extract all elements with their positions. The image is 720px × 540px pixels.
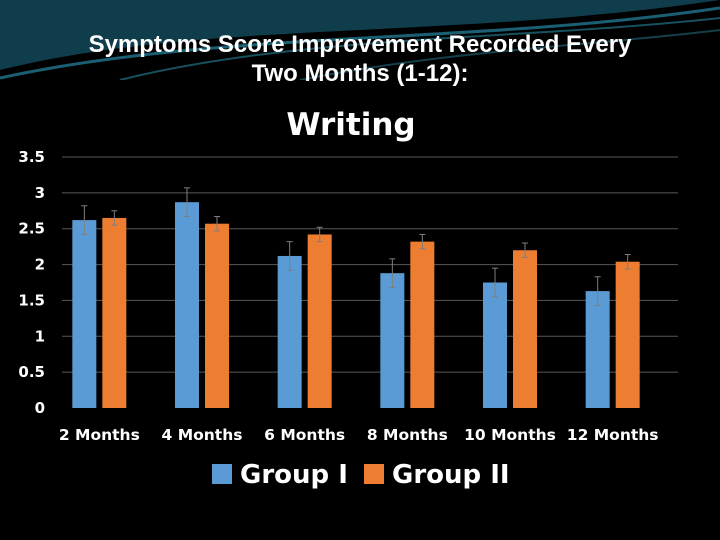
y-tick-label: 3.5 — [18, 148, 45, 166]
chart-title: Writing — [286, 107, 415, 143]
gridlines — [62, 156, 678, 373]
bar-group-1 — [175, 202, 199, 408]
bar-group-1 — [380, 273, 405, 408]
y-axis-ticks: 0 0.5 1 1.5 2 2.5 3 3.5 — [18, 148, 45, 417]
legend-label: Group I — [240, 460, 348, 490]
header-wave-decoration — [0, 0, 720, 80]
bar-group-2 — [615, 261, 640, 408]
bar-group-2 — [307, 234, 332, 408]
legend-swatch-group-2 — [364, 464, 384, 484]
slide-title-line2: Two Months (1-12): — [251, 60, 469, 87]
x-category-label: 4 Months — [162, 426, 243, 444]
legend-swatch-group-1 — [212, 464, 232, 484]
y-tick-label: 0.5 — [18, 363, 45, 381]
slide-title: Symptoms Score Improvement Recorded Ever… — [0, 30, 720, 88]
x-category-label: 8 Months — [367, 426, 448, 444]
x-category-label: 6 Months — [264, 426, 345, 444]
bar-group-2 — [410, 241, 435, 408]
y-tick-label: 3 — [35, 184, 45, 202]
y-tick-label: 2 — [35, 256, 45, 274]
x-category-label: 2 Months — [59, 426, 140, 444]
y-tick-label: 1.5 — [18, 291, 45, 309]
y-tick-label: 0 — [35, 399, 45, 417]
bar-group-1 — [483, 282, 507, 408]
y-tick-label: 2.5 — [18, 220, 45, 238]
bar-group-1 — [72, 220, 97, 408]
bars — [72, 187, 640, 408]
bar-group-2 — [205, 223, 229, 408]
legend-label: Group II — [392, 460, 510, 490]
y-tick-label: 1 — [35, 327, 45, 345]
bar-group-1 — [585, 291, 610, 408]
bar-group-2 — [102, 217, 127, 408]
legend: Group I Group II — [212, 460, 510, 490]
bar-group-2 — [513, 250, 537, 408]
x-category-label: 12 Months — [567, 426, 659, 444]
slide-title-line1: Symptoms Score Improvement Recorded Ever… — [88, 31, 632, 58]
x-category-label: 10 Months — [464, 426, 556, 444]
x-axis-categories: 2 Months 4 Months 6 Months 8 Months 10 Month… — [59, 426, 659, 444]
bar-group-1 — [277, 255, 302, 408]
